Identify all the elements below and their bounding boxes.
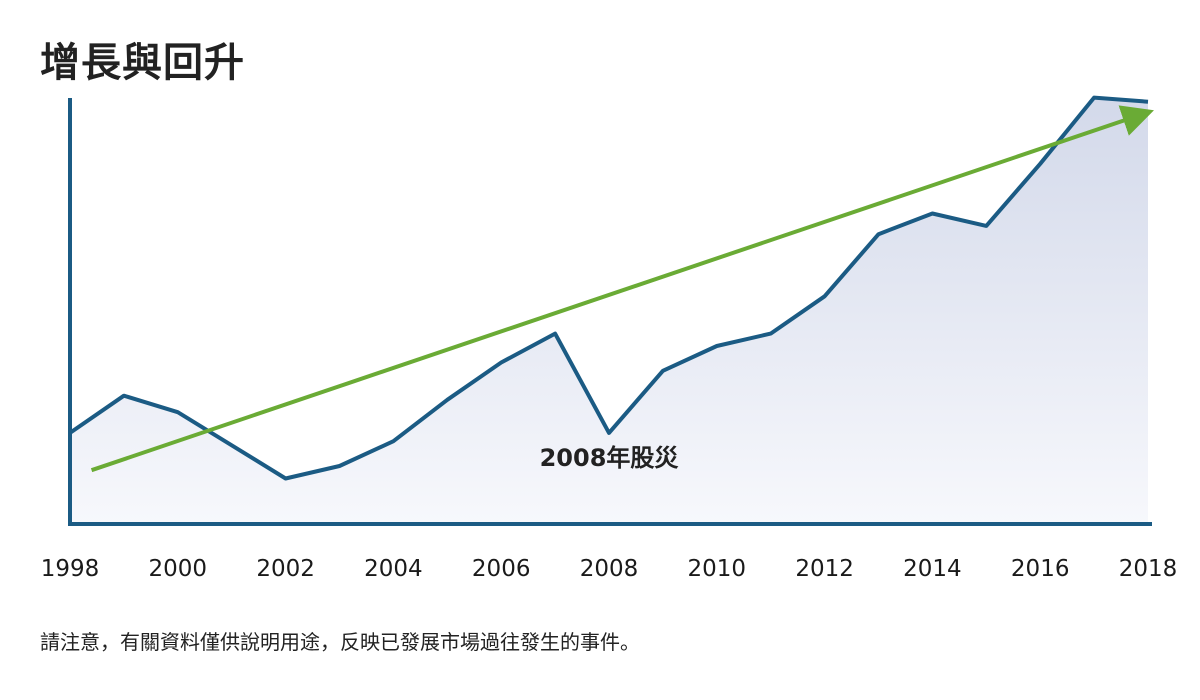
- x-tick-label-2012: 2012: [795, 556, 854, 582]
- x-tick-label-2018: 2018: [1119, 556, 1178, 582]
- x-tick-labels: 1998 2000 2002 2004 2006 2008 2010 2012 2014 2016…: [41, 556, 1178, 582]
- chart-title: 增長與回升: [40, 40, 245, 86]
- trend-arrow: [90, 105, 1154, 473]
- x-tick-label-2000: 2000: [149, 556, 208, 582]
- x-tick-label-1998: 1998: [41, 556, 100, 582]
- series-area: [70, 97, 1148, 524]
- x-tick-label-2004: 2004: [364, 556, 423, 582]
- footnote: 請注意，有關資料僅供說明用途，反映已發展市場過往發生的事件。: [40, 630, 640, 654]
- x-tick-label-2016: 2016: [1011, 556, 1070, 582]
- x-tick-label-2010: 2010: [688, 556, 747, 582]
- x-tick-label-2008: 2008: [580, 556, 639, 582]
- x-tick-label-2006: 2006: [472, 556, 531, 582]
- annotations: 2008年股災: [540, 444, 680, 472]
- x-tick-label-2002: 2002: [256, 556, 315, 582]
- x-tick-label-2014: 2014: [903, 556, 962, 582]
- annotation-label: 2008年股災: [540, 444, 680, 472]
- series-line: [68, 95, 1149, 481]
